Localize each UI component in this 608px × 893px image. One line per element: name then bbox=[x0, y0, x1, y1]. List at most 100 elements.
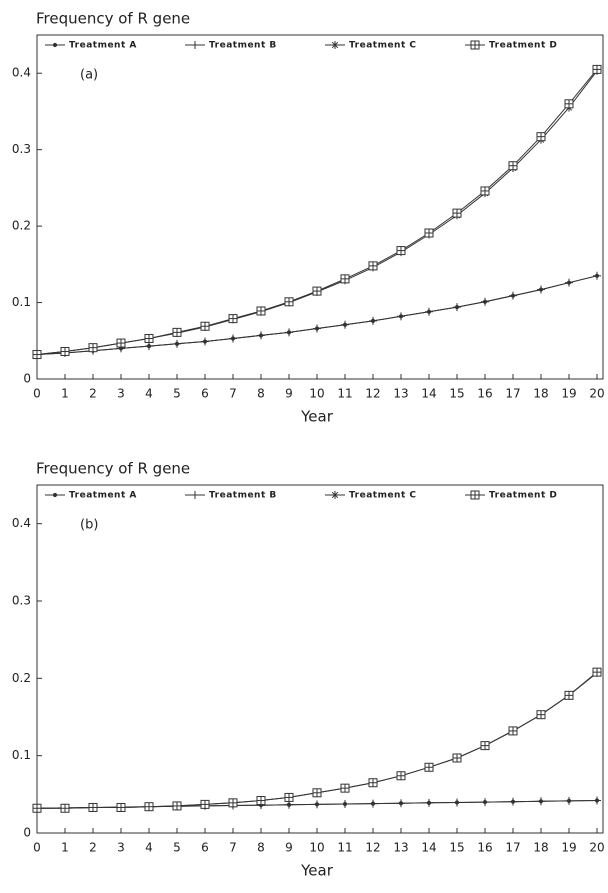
marker bbox=[331, 491, 339, 499]
x-tick-label: 18 bbox=[533, 387, 548, 401]
legend-label: Treatment C bbox=[349, 41, 417, 51]
x-tick-label: 12 bbox=[365, 387, 380, 401]
marker bbox=[200, 321, 210, 331]
marker bbox=[369, 799, 377, 808]
marker bbox=[369, 316, 377, 325]
marker bbox=[537, 285, 545, 294]
marker bbox=[340, 783, 350, 793]
marker bbox=[396, 246, 406, 256]
x-tick-label: 17 bbox=[505, 387, 520, 401]
y-tick-label: 0.1 bbox=[12, 295, 31, 309]
x-tick-label: 7 bbox=[229, 387, 237, 401]
marker bbox=[52, 492, 58, 498]
x-tick-label: 10 bbox=[309, 841, 324, 855]
marker bbox=[285, 800, 293, 809]
marker bbox=[425, 798, 433, 807]
y-tick-label: 0.3 bbox=[12, 142, 31, 156]
marker bbox=[256, 796, 266, 806]
x-tick-label: 14 bbox=[421, 841, 436, 855]
x-tick-label: 2 bbox=[89, 841, 97, 855]
x-tick-label: 6 bbox=[201, 841, 209, 855]
marker bbox=[284, 792, 294, 802]
marker bbox=[312, 286, 322, 296]
x-tick-label: 20 bbox=[589, 841, 604, 855]
marker bbox=[592, 64, 602, 74]
marker bbox=[396, 771, 406, 781]
x-tick-label: 4 bbox=[145, 841, 153, 855]
x-tick-label: 0 bbox=[33, 841, 41, 855]
marker bbox=[453, 798, 461, 807]
chart-title: Frequency of R gene bbox=[36, 460, 190, 478]
x-tick-label: 19 bbox=[561, 841, 576, 855]
y-tick-label: 0.2 bbox=[12, 671, 31, 685]
x-tick-label: 13 bbox=[393, 387, 408, 401]
legend-item: Treatment C bbox=[325, 491, 417, 501]
marker bbox=[229, 334, 237, 343]
plot-frame bbox=[36, 34, 604, 380]
marker bbox=[144, 802, 154, 812]
y-tick-label: 0.4 bbox=[12, 516, 31, 530]
marker bbox=[172, 327, 182, 337]
marker-dot bbox=[52, 492, 58, 498]
legend-item: Treatment D bbox=[465, 490, 557, 501]
marker bbox=[536, 132, 546, 142]
marker bbox=[284, 297, 294, 307]
marker bbox=[313, 800, 321, 809]
marker bbox=[341, 800, 349, 808]
marker bbox=[537, 797, 545, 806]
marker bbox=[593, 796, 601, 805]
x-tick-label: 19 bbox=[561, 387, 576, 401]
series-line bbox=[36, 69, 598, 355]
marker bbox=[285, 328, 293, 337]
marker bbox=[564, 690, 574, 700]
legend-item: Treatment A bbox=[45, 491, 137, 501]
x-tick-label: 7 bbox=[229, 841, 237, 855]
marker bbox=[312, 788, 322, 798]
legend-item: Treatment B bbox=[185, 491, 277, 501]
x-tick-label: 5 bbox=[173, 841, 181, 855]
marker bbox=[32, 350, 42, 360]
marker bbox=[509, 291, 517, 300]
legend-item: Treatment C bbox=[325, 41, 417, 51]
y-tick-label: 0.1 bbox=[12, 748, 31, 762]
marker bbox=[331, 41, 339, 49]
legend-label: Treatment C bbox=[349, 491, 417, 501]
annotation: (a) bbox=[80, 68, 98, 83]
marker bbox=[191, 491, 199, 499]
legend-label: Treatment D bbox=[489, 491, 557, 501]
x-tick-label: 10 bbox=[309, 387, 324, 401]
legend-item: Treatment A bbox=[45, 41, 136, 51]
marker-part bbox=[331, 41, 339, 49]
marker bbox=[173, 339, 181, 348]
legend-label: Treatment B bbox=[209, 491, 277, 501]
x-tick-label: 0 bbox=[33, 387, 41, 401]
x-tick-label: 20 bbox=[589, 387, 604, 401]
marker bbox=[565, 796, 573, 805]
marker bbox=[60, 803, 70, 813]
x-tick-label: 12 bbox=[365, 841, 380, 855]
marker bbox=[52, 42, 58, 48]
marker bbox=[509, 797, 517, 806]
marker bbox=[116, 802, 126, 812]
legend-label: Treatment A bbox=[69, 491, 137, 501]
marker bbox=[452, 208, 462, 218]
marker bbox=[470, 40, 480, 50]
marker bbox=[425, 307, 433, 316]
marker bbox=[397, 312, 405, 321]
x-tick-label: 15 bbox=[449, 387, 464, 401]
marker bbox=[228, 798, 238, 808]
marker bbox=[88, 802, 98, 812]
marker bbox=[480, 186, 490, 196]
marker bbox=[564, 99, 574, 109]
series-line bbox=[37, 671, 598, 809]
x-tick-label: 3 bbox=[117, 387, 125, 401]
x-tick-label: 16 bbox=[477, 841, 492, 855]
marker bbox=[200, 799, 210, 809]
marker bbox=[453, 303, 461, 312]
x-tick-label: 18 bbox=[533, 841, 548, 855]
marker bbox=[593, 271, 601, 280]
y-tick-label: 0.3 bbox=[12, 594, 31, 608]
